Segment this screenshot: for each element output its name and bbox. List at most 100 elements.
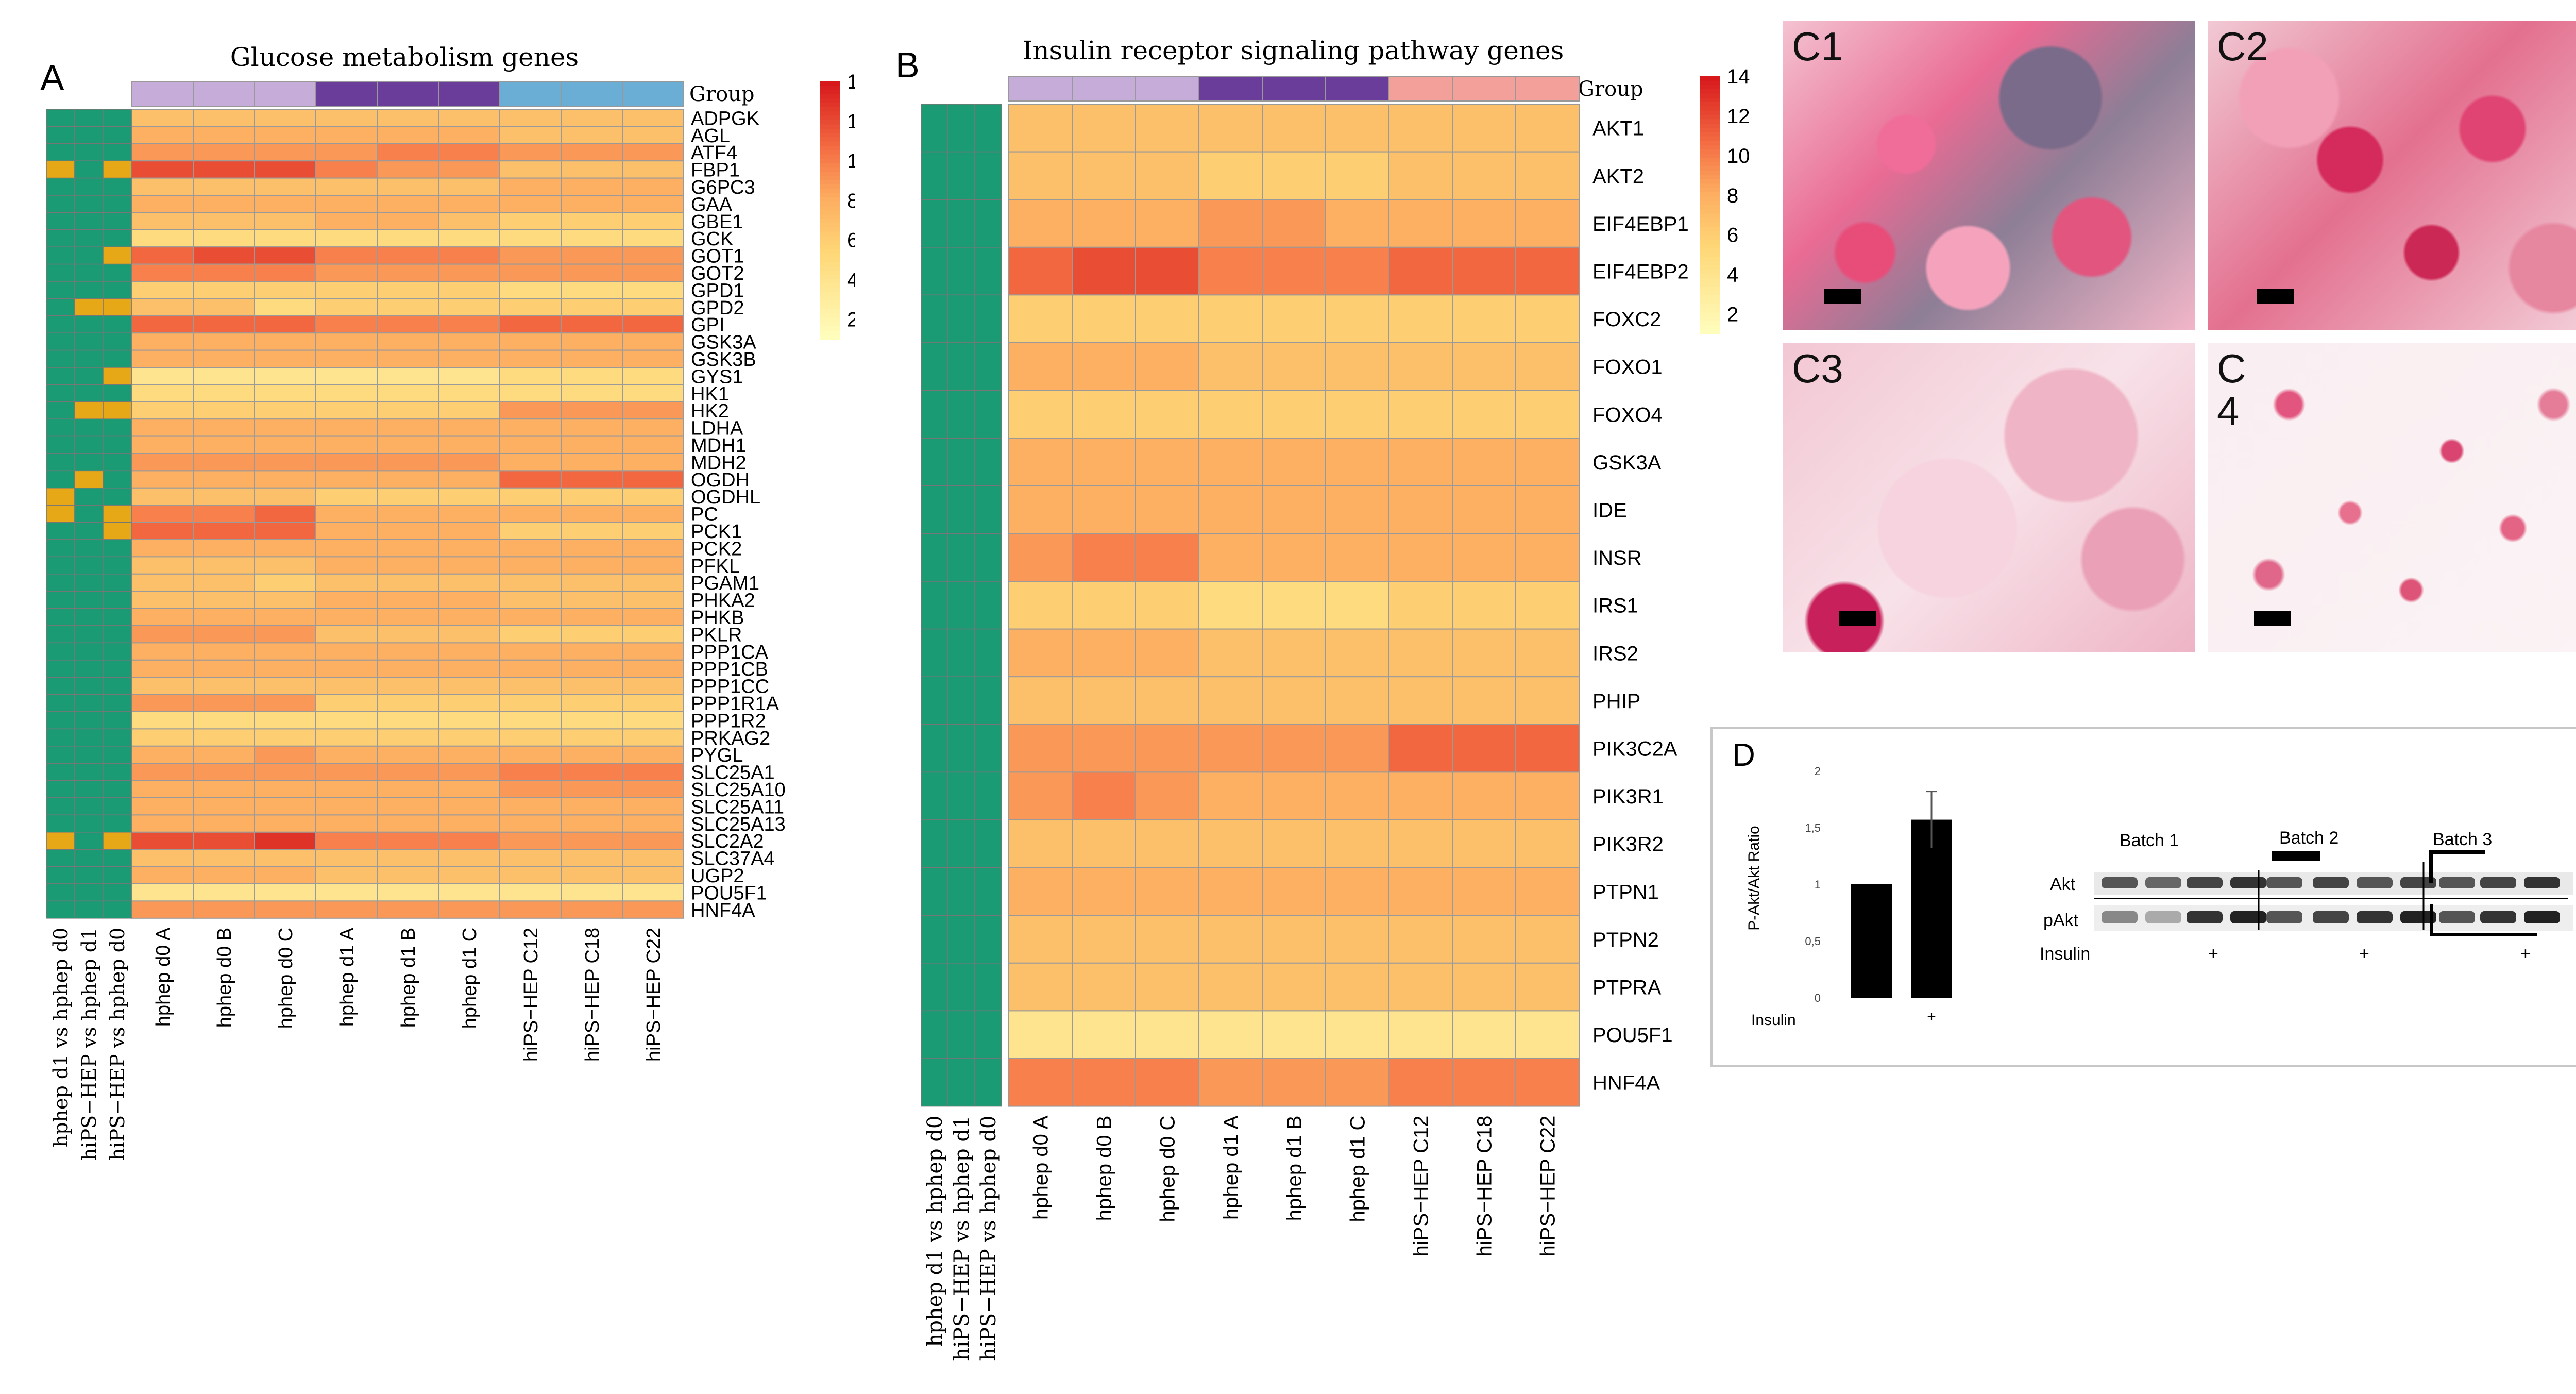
comparison-cell bbox=[46, 660, 75, 678]
heat-cell bbox=[254, 539, 316, 558]
heat-cell bbox=[315, 694, 378, 712]
group-color-8 bbox=[1452, 76, 1516, 102]
group-color-8 bbox=[561, 81, 623, 107]
comparison-cell bbox=[103, 315, 132, 333]
colorbar-segment bbox=[1700, 278, 1720, 283]
gene-label: GPD1 bbox=[691, 280, 744, 301]
heat-cell bbox=[1325, 485, 1389, 534]
heat-cell bbox=[1262, 581, 1326, 630]
heat-cell bbox=[1515, 628, 1580, 678]
blot-band bbox=[2480, 911, 2516, 923]
heat-cell bbox=[193, 418, 255, 437]
comparison-cell bbox=[74, 435, 104, 454]
gene-label: PRKAG2 bbox=[691, 728, 770, 749]
colorbar-segment bbox=[1700, 136, 1720, 141]
heat-cell bbox=[193, 160, 255, 179]
heat-cell bbox=[1198, 771, 1263, 821]
heat-cell bbox=[1515, 199, 1580, 248]
heat-cell bbox=[561, 126, 623, 144]
heat-cell bbox=[193, 126, 255, 144]
heat-cell bbox=[1452, 867, 1516, 916]
heat-cell bbox=[1388, 819, 1453, 868]
heat-cell bbox=[499, 349, 562, 368]
comparison-cell bbox=[46, 642, 75, 661]
gene-label: PIK3R1 bbox=[1592, 785, 1664, 808]
heat-cell bbox=[1008, 867, 1073, 916]
heat-cell bbox=[377, 780, 439, 798]
comparison-cell bbox=[74, 574, 104, 592]
heat-cell bbox=[377, 642, 439, 661]
bar-ytick: 0,5 bbox=[1805, 935, 1821, 948]
heat-cell bbox=[561, 625, 623, 644]
blot-band bbox=[2439, 877, 2475, 888]
group-color-2 bbox=[193, 81, 255, 107]
heat-cell bbox=[1135, 151, 1199, 200]
heat-cell bbox=[1198, 628, 1263, 678]
heat-cell bbox=[561, 608, 623, 626]
heat-cell bbox=[131, 849, 194, 867]
colorbar-segment bbox=[1700, 119, 1720, 124]
heat-cell bbox=[499, 401, 562, 420]
heat-cell bbox=[377, 263, 439, 282]
heat-cell bbox=[1198, 246, 1263, 296]
colorbar-segment bbox=[1700, 175, 1720, 180]
comparison-cell bbox=[974, 963, 1002, 1012]
heat-cell bbox=[315, 143, 378, 162]
comparison-cell bbox=[103, 349, 132, 368]
comparison-cell bbox=[74, 900, 104, 919]
comparison-cell bbox=[74, 677, 104, 695]
heat-cell bbox=[1515, 581, 1580, 630]
heat-cell bbox=[561, 263, 623, 282]
heat-cell bbox=[254, 470, 316, 489]
heat-cell bbox=[438, 435, 500, 454]
heat-cell bbox=[1008, 676, 1073, 725]
gene-label: AGL bbox=[691, 125, 730, 147]
comparison-cell bbox=[74, 384, 104, 402]
heat-cell bbox=[254, 556, 316, 575]
colorbar-segment bbox=[1700, 248, 1720, 253]
heat-cell bbox=[131, 315, 194, 334]
heat-cell bbox=[499, 780, 562, 798]
gene-label: LDHA bbox=[691, 418, 743, 440]
colorbar-segment bbox=[1700, 128, 1720, 133]
comparison-cell bbox=[103, 728, 132, 747]
heat-cell bbox=[622, 367, 684, 385]
heat-cell bbox=[561, 522, 623, 540]
heat-cell bbox=[1388, 246, 1453, 296]
heat-cell bbox=[1008, 962, 1073, 1012]
heat-cell bbox=[1262, 438, 1326, 486]
gene-label: SLC25A11 bbox=[691, 796, 784, 818]
blot-plus-3: + bbox=[2520, 944, 2531, 964]
heat-cell bbox=[1198, 724, 1263, 773]
comparison-cell bbox=[103, 539, 132, 558]
comparison-cell bbox=[974, 104, 1002, 153]
heat-cell bbox=[438, 677, 500, 695]
heat-cell bbox=[193, 470, 255, 489]
heat-cell bbox=[254, 487, 316, 506]
heat-cell bbox=[1452, 151, 1516, 200]
heat-cell bbox=[254, 229, 316, 248]
comparison-cell bbox=[103, 711, 132, 730]
bar-1 bbox=[1851, 884, 1892, 998]
heat-cell bbox=[1135, 104, 1199, 153]
heat-cell bbox=[438, 229, 500, 248]
heat-cell bbox=[254, 315, 316, 334]
colorbar-segment bbox=[820, 111, 840, 116]
heat-cell bbox=[1072, 724, 1136, 773]
gene-label: GAA bbox=[691, 194, 733, 215]
heat-cell bbox=[499, 866, 562, 884]
heat-cell bbox=[561, 143, 623, 162]
heat-cell bbox=[499, 677, 562, 695]
heat-cell bbox=[1135, 199, 1199, 248]
heat-cell bbox=[1072, 915, 1136, 964]
comparison-cell bbox=[46, 677, 75, 695]
heat-cell bbox=[1008, 724, 1073, 773]
gene-label: SLC25A1 bbox=[691, 762, 775, 784]
comparison-cell bbox=[46, 195, 75, 213]
heat-cell bbox=[131, 711, 194, 730]
heat-cell bbox=[622, 677, 684, 695]
heat-cell bbox=[438, 539, 500, 558]
comparison-cell bbox=[74, 728, 104, 747]
heat-cell bbox=[254, 573, 316, 592]
blot-plus-2: + bbox=[2359, 944, 2369, 964]
